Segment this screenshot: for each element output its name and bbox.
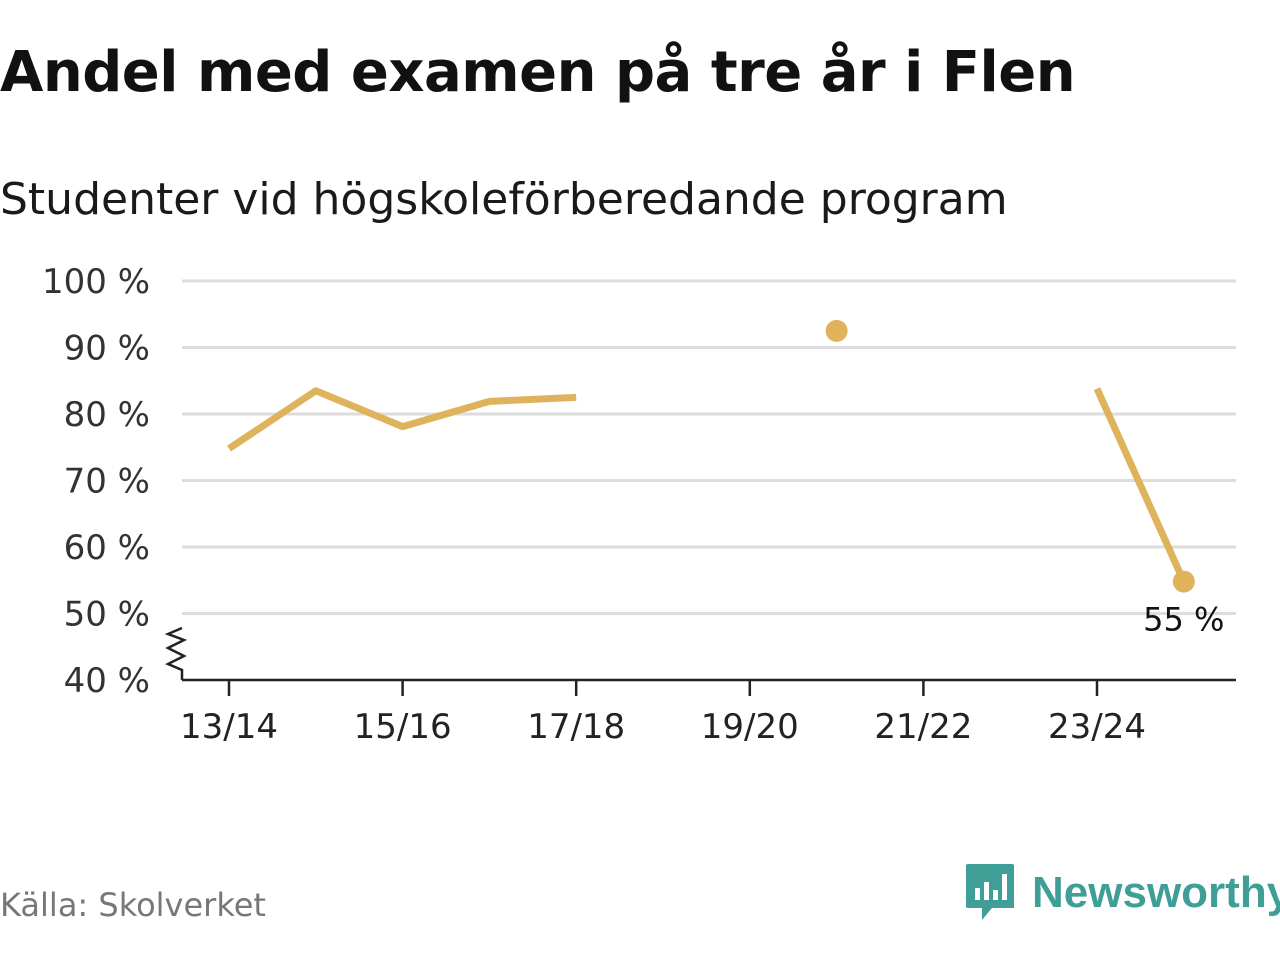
x-tick-label: 15/16	[354, 707, 452, 747]
newsworthy-logo-icon	[966, 864, 1014, 920]
y-tick-label: 100 %	[42, 262, 150, 302]
chart-subtitle: Studenter vid högskoleförberedande progr…	[0, 174, 1008, 225]
x-axis	[164, 626, 1236, 682]
brand-name: Newsworthy	[1032, 868, 1280, 917]
data-point	[825, 319, 848, 342]
x-tick-label: 13/14	[180, 707, 278, 747]
y-tick-label: 60 %	[64, 528, 150, 568]
axis-break-mark	[164, 626, 188, 680]
y-tick-label: 50 %	[64, 595, 150, 635]
data-labels: 55 %	[1143, 600, 1224, 638]
data-series	[227, 319, 1195, 593]
chart-title: Andel med examen på tre år i Flen	[0, 40, 1076, 105]
x-axis-ticks: 13/14 15/16 17/18 19/20 21/22 23/24	[180, 680, 1146, 747]
source-note: Källa: Skolverket	[0, 886, 266, 924]
x-tick-label: 19/20	[701, 707, 799, 747]
series-line	[1093, 387, 1187, 584]
y-tick-label: 70 %	[64, 462, 150, 502]
series-line	[227, 387, 577, 452]
line-chart: 40 % 50 % 60 % 70 % 80 % 90 % 100 % 13/14 15/16…	[42, 262, 1236, 747]
gridlines	[182, 279, 1236, 615]
y-tick-label: 90 %	[64, 329, 150, 369]
data-label: 55 %	[1143, 600, 1224, 638]
y-axis-ticks: 40 % 50 % 60 % 70 % 80 % 90 % 100 %	[42, 262, 150, 701]
brand-logo: Newsworthy	[964, 862, 1280, 924]
x-tick-label: 21/22	[874, 707, 972, 747]
y-tick-label: 40 %	[64, 661, 150, 701]
x-tick-label: 23/24	[1048, 707, 1146, 747]
data-point	[1172, 570, 1195, 593]
y-tick-label: 80 %	[64, 395, 150, 435]
x-tick-label: 17/18	[527, 707, 625, 747]
